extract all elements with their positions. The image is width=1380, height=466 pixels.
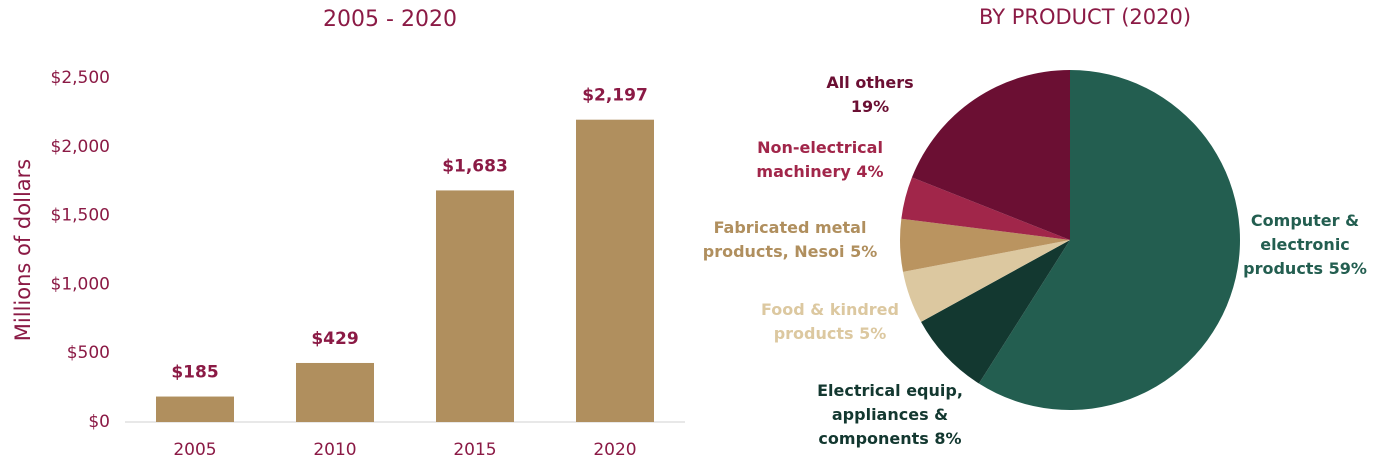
pie-slice [903, 240, 1070, 322]
pie-slice [978, 70, 1240, 410]
bar [156, 396, 234, 422]
slice-percent: 4% [856, 162, 884, 181]
slice-label: Electrical equip, appliances & component… [795, 379, 985, 451]
y-tick-label: $1,000 [51, 274, 110, 294]
slice-name: Electrical equip, appliances & component… [817, 381, 963, 448]
slice-label: Computer & electronic products 59% [1230, 209, 1380, 281]
slice-percent: 19% [850, 97, 890, 116]
pie-slice [911, 70, 1070, 240]
bar [436, 190, 514, 422]
pie-slice [921, 240, 1070, 384]
bar [576, 119, 654, 422]
slice-label: All others 19% [810, 71, 930, 119]
slice-percent: 8% [934, 429, 962, 448]
pie-slice [900, 218, 1070, 272]
pie-title: BY PRODUCT (2020) [979, 5, 1191, 29]
slice-name: Computer & electronic products [1243, 211, 1360, 278]
slice-name: All others [826, 73, 914, 92]
y-tick-label: $0 [88, 412, 110, 432]
value-label: $429 [311, 329, 358, 349]
slice-label: Food & kindred products 5% [735, 298, 925, 346]
slice-name: Fabricated metal products, Nesoi [702, 218, 867, 261]
y-axis-label: Millions of dollars [11, 159, 35, 341]
slice-name: Food & kindred products [761, 300, 899, 343]
slice-percent: 5% [859, 324, 887, 343]
x-tick-label: 2005 [173, 440, 216, 460]
y-tick-label: $2,000 [51, 137, 110, 157]
y-tick-label: $1,500 [51, 206, 110, 226]
slice-label: Fabricated metal products, Nesoi 5% [700, 216, 880, 264]
slice-percent: 5% [850, 242, 878, 261]
bar [296, 362, 374, 422]
x-tick-label: 2010 [313, 440, 356, 460]
bar-title: 2005 - 2020 [323, 7, 457, 32]
value-label: $185 [171, 363, 218, 383]
slice-percent: 59% [1328, 259, 1367, 278]
value-label: $1,683 [442, 156, 508, 176]
slice-label: Non-electrical machinery 4% [740, 136, 900, 184]
slice-name: Non-electrical machinery [756, 138, 883, 181]
pie-slice [901, 177, 1070, 240]
y-tick-label: $2,500 [51, 68, 110, 88]
x-tick-label: 2020 [593, 440, 636, 460]
y-tick-label: $500 [67, 343, 110, 363]
x-tick-label: 2015 [453, 440, 496, 460]
value-label: $2,197 [582, 86, 648, 106]
